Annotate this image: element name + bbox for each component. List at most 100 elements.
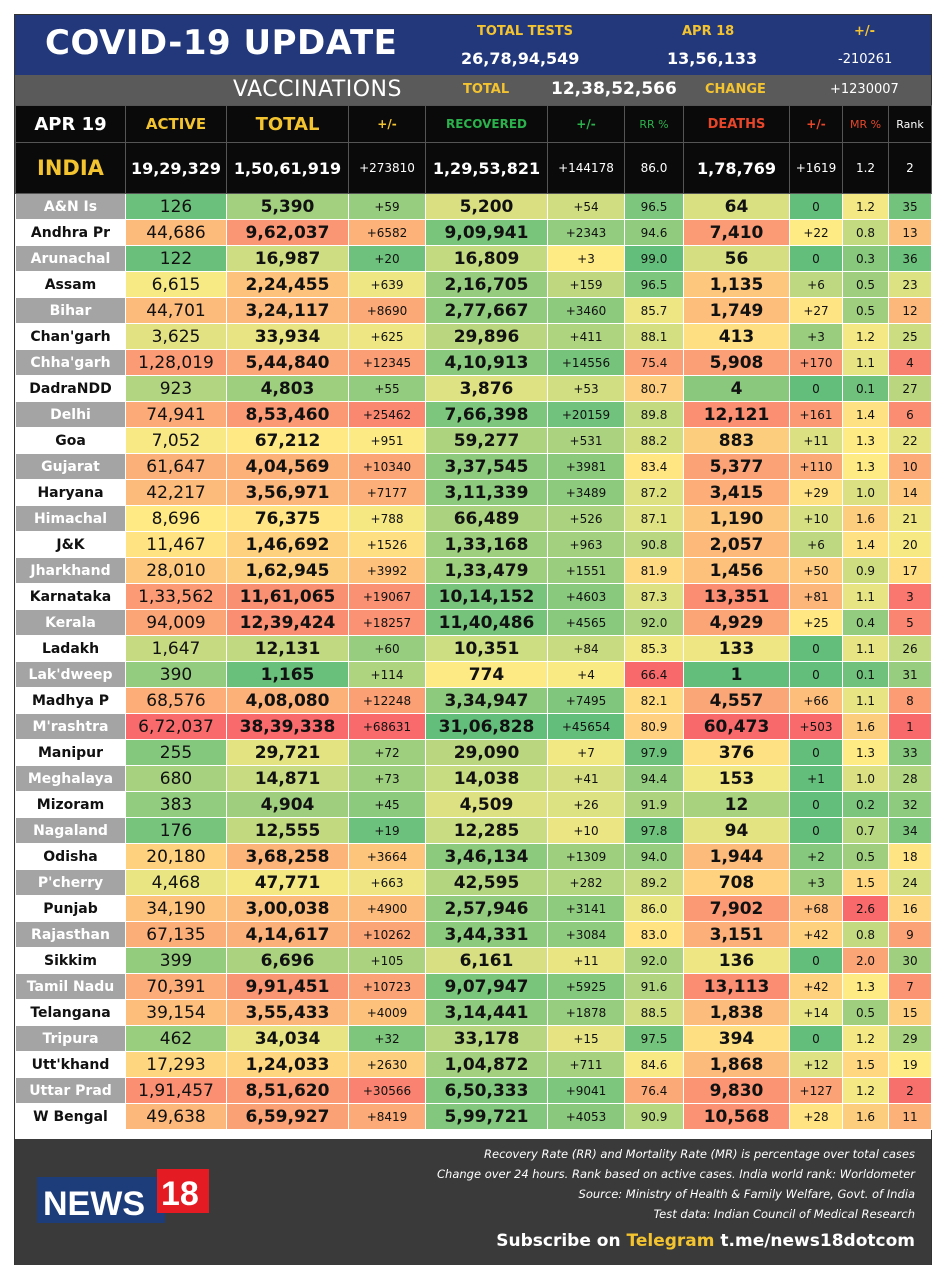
table-row: Goa 7,052 67,212 +951 59,277 +531 88.2 883 +11 1.… [15, 427, 932, 454]
mr-cell: 2.6 [842, 895, 889, 922]
recovered-cell: 12,285 [425, 817, 548, 844]
total-change-cell: +45 [348, 791, 426, 818]
mr-cell: 0.2 [842, 791, 889, 818]
rr-cell: 94.0 [624, 843, 684, 870]
state-name: Manipur [15, 739, 126, 766]
deaths-change-cell: 0 [789, 193, 843, 220]
rank-cell: 16 [888, 895, 932, 922]
rr-cell: 83.0 [624, 921, 684, 948]
rr-cell: 90.9 [624, 1103, 684, 1130]
recovered-cell: 33,178 [425, 1025, 548, 1052]
mr-cell: 0.5 [842, 271, 889, 298]
state-name: Ladakh [15, 635, 126, 662]
total-tests-label: TOTAL TESTS [477, 24, 573, 39]
mr-cell: 0.5 [842, 999, 889, 1026]
footer-note-tests: Test data: Indian Council of Medical Res… [653, 1207, 915, 1221]
total-change-cell: +105 [348, 947, 426, 974]
active-cell: 1,33,562 [125, 583, 227, 610]
rank-cell: 21 [888, 505, 932, 532]
deaths-cell: 13,113 [683, 973, 790, 1000]
mr-cell: 2.0 [842, 947, 889, 974]
rank-cell: 28 [888, 765, 932, 792]
active-cell: 44,701 [125, 297, 227, 324]
mr-cell: 1.3 [842, 427, 889, 454]
mr-cell: 1.2 [842, 323, 889, 350]
rank-cell: 26 [888, 635, 932, 662]
table-row: Ladakh 1,647 12,131 +60 10,351 +84 85.3 133 0 1.1… [15, 635, 932, 662]
table-header: APR 19 ACTIVE TOTAL +/- RECOVERED +/- RR… [15, 105, 932, 143]
deaths-change-cell: +127 [789, 1077, 843, 1104]
rank-cell: 30 [888, 947, 932, 974]
active-cell: 42,217 [125, 479, 227, 506]
total-cell: 8,53,460 [226, 401, 349, 428]
deaths-cell: 7,902 [683, 895, 790, 922]
total-cell: 4,904 [226, 791, 349, 818]
total-change-cell: +73 [348, 765, 426, 792]
mr-cell: 1.6 [842, 505, 889, 532]
deaths-change-cell: +11 [789, 427, 843, 454]
rank-cell: 19 [888, 1051, 932, 1078]
mr-cell: 1.5 [842, 869, 889, 896]
deaths-cell: 64 [683, 193, 790, 220]
recovered-cell: 1,33,479 [425, 557, 548, 584]
recovered-change-cell: +411 [547, 323, 625, 350]
table-row: Telangana 39,154 3,55,433 +4009 3,14,441 +187… [15, 999, 932, 1026]
total-change-cell: +8419 [348, 1103, 426, 1130]
deaths-change-cell: 0 [789, 791, 843, 818]
total-change-cell: +25462 [348, 401, 426, 428]
state-name: Kerala [15, 609, 126, 636]
table-row: Himachal 8,696 76,375 +788 66,489 +526 87.1 1,1… [15, 505, 932, 532]
rr-cell: 92.0 [624, 947, 684, 974]
rr-cell: 85.3 [624, 635, 684, 662]
recovered-cell: 4,509 [425, 791, 548, 818]
recovered-cell: 3,37,545 [425, 453, 548, 480]
active-cell: 8,696 [125, 505, 227, 532]
state-name: Arunachal [15, 245, 126, 272]
recovered-change-cell: +10 [547, 817, 625, 844]
total-change-cell: +30566 [348, 1077, 426, 1104]
total-cell: 1,62,945 [226, 557, 349, 584]
recovered-cell: 4,10,913 [425, 349, 548, 376]
rank-cell: 15 [888, 999, 932, 1026]
total-change-cell: +2630 [348, 1051, 426, 1078]
header-deaths: DEATHS [683, 105, 790, 143]
active-cell: 11,467 [125, 531, 227, 558]
mr-cell: 1.0 [842, 765, 889, 792]
active-cell: 1,28,019 [125, 349, 227, 376]
infographic: COVID-19 UPDATE TOTAL TESTS 26,78,94,549… [14, 14, 932, 1265]
total-change-cell: +114 [348, 661, 426, 688]
total-change-cell: +625 [348, 323, 426, 350]
table-row: Lak'dweep 390 1,165 +114 774 +4 66.4 1 0 0.1 31 [15, 661, 932, 688]
state-name: Tamil Nadu [15, 973, 126, 1000]
recovered-change-cell: +11 [547, 947, 625, 974]
footer-note-rates: Recovery Rate (RR) and Mortality Rate (M… [484, 1147, 915, 1161]
banner: COVID-19 UPDATE TOTAL TESTS 26,78,94,549… [15, 15, 931, 75]
active-cell: 7,052 [125, 427, 227, 454]
rank-cell: 5 [888, 609, 932, 636]
deaths-change-cell: +25 [789, 609, 843, 636]
state-name: Madhya P [15, 687, 126, 714]
rank-cell: 2 [888, 1077, 932, 1104]
rr-cell: 89.2 [624, 869, 684, 896]
total-change-cell: +59 [348, 193, 426, 220]
total-change-cell: +55 [348, 375, 426, 402]
deaths-change-cell: +161 [789, 401, 843, 428]
total-change-cell: +639 [348, 271, 426, 298]
mr-cell: 0.8 [842, 219, 889, 246]
total-cell: 1,24,033 [226, 1051, 349, 1078]
table-row: M'rashtra 6,72,037 38,39,338 +68631 31,06,82… [15, 713, 932, 740]
header-deaths-change: +/- [789, 105, 843, 143]
deaths-change-cell: +66 [789, 687, 843, 714]
state-table: APR 19 ACTIVE TOTAL +/- RECOVERED +/- RR… [15, 105, 932, 1130]
rank-cell: 23 [888, 271, 932, 298]
recovered-cell: 9,07,947 [425, 973, 548, 1000]
rr-cell: 99.0 [624, 245, 684, 272]
state-name: Uttar Prad [15, 1077, 126, 1104]
rr-cell: 91.9 [624, 791, 684, 818]
table-row: Chan'garh 3,625 33,934 +625 29,896 +411 88.1 41… [15, 323, 932, 350]
table-row: Mizoram 383 4,904 +45 4,509 +26 91.9 12 0 0.2 32 [15, 791, 932, 818]
deaths-cell: 4,557 [683, 687, 790, 714]
mr-cell: 1.2 [842, 1077, 889, 1104]
total-cell: 5,44,840 [226, 349, 349, 376]
subscribe-link[interactable]: t.me/news18dotcom [720, 1231, 915, 1251]
